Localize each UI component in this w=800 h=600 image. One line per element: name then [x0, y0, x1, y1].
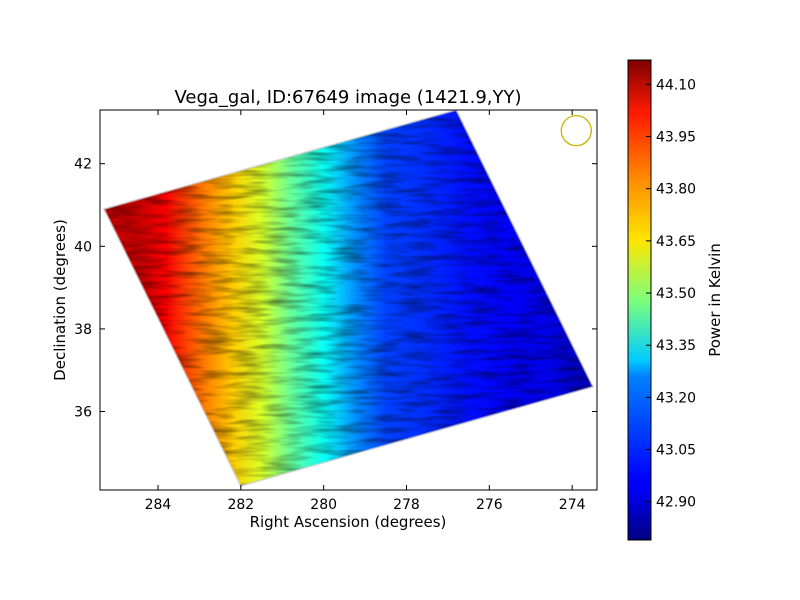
- colorbar-tick-label: 42.90: [656, 495, 696, 511]
- map-edge: [102, 110, 595, 488]
- colorbar-tick-label: 43.95: [656, 130, 696, 146]
- colorbar-bar: [627, 59, 652, 541]
- beam-marker: [560, 115, 592, 147]
- colorbar-tick-label: 43.05: [656, 443, 696, 459]
- heatmap-map: [104, 110, 593, 486]
- plot-area: [102, 110, 595, 488]
- x-ticks: 284 282 280 278 276 274: [145, 110, 586, 513]
- y-tick-label: 38: [74, 322, 92, 338]
- colorbar-tick-label: 43.20: [656, 390, 696, 406]
- x-tick-label: 276: [476, 497, 503, 513]
- x-tick-label: 284: [145, 497, 172, 513]
- colorbar-label: Power in Kelvin: [706, 243, 724, 357]
- y-tick-label: 40: [74, 239, 92, 255]
- colorbar-tick-label: 43.80: [656, 182, 696, 198]
- chart-title: Vega_gal, ID:67649 image (1421.9,YY): [174, 87, 521, 108]
- colorbar-tick-label: 44.10: [656, 77, 696, 93]
- colorbar-tick-label: 43.35: [656, 338, 696, 354]
- y-tick-label: 42: [74, 157, 92, 173]
- colorbar: 42.90 43.05 43.20 43.35 43.50 43.65 43.80 43.95…: [627, 59, 724, 541]
- x-axis-label: Right Ascension (degrees): [250, 513, 447, 531]
- colorbar-tick-label: 43.50: [656, 286, 696, 302]
- plot-frame: [99, 109, 598, 491]
- x-tick-label: 280: [310, 497, 337, 513]
- x-tick-label: 278: [393, 497, 420, 513]
- colorbar-ticks: 42.90 43.05 43.20 43.35 43.50 43.65 43.80 43.95…: [646, 77, 696, 511]
- heatmap-texture: [104, 110, 593, 486]
- y-axis-label: Declination (degrees): [51, 219, 69, 381]
- y-ticks: 36 38 40 42: [74, 157, 597, 421]
- x-tick-label: 282: [227, 497, 254, 513]
- colorbar-tick-label: 43.65: [656, 234, 696, 250]
- y-tick-label: 36: [74, 405, 92, 421]
- x-tick-label: 274: [559, 497, 586, 513]
